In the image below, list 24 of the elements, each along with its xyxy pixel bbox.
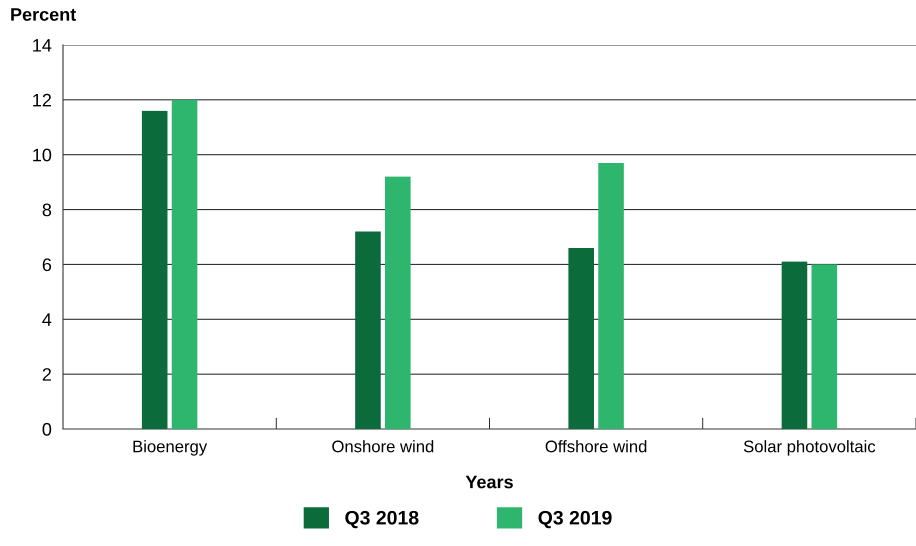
legend-label: Q3 2019 — [538, 510, 612, 528]
y-tick-label: 8 — [42, 204, 52, 216]
bar — [142, 110, 168, 429]
y-tick-label: 4 — [42, 313, 52, 326]
y-tick-label: 6 — [42, 258, 52, 272]
bar — [568, 248, 594, 429]
y-axis-title: Percent — [11, 8, 76, 21]
x-tick-label: Solar photovoltaic — [744, 440, 876, 456]
y-tick-label: 12 — [33, 94, 51, 106]
legend-label: Q3 2018 — [345, 510, 419, 528]
y-tick-label: 14 — [33, 39, 52, 52]
bar — [782, 262, 808, 429]
y-tick-label: 0 — [42, 422, 52, 436]
y-tick-label: 10 — [33, 148, 52, 162]
bar — [598, 162, 624, 429]
bar — [385, 176, 411, 429]
bar — [172, 100, 198, 429]
x-tick-label: Offshore wind — [546, 440, 646, 452]
x-tick-label: Bioenergy — [133, 440, 208, 456]
bar — [355, 232, 381, 429]
y-tick-label: 2 — [42, 368, 51, 381]
x-axis-title: Years — [466, 476, 513, 488]
bar — [812, 264, 838, 429]
x-tick-label: Onshore wind — [332, 440, 434, 452]
